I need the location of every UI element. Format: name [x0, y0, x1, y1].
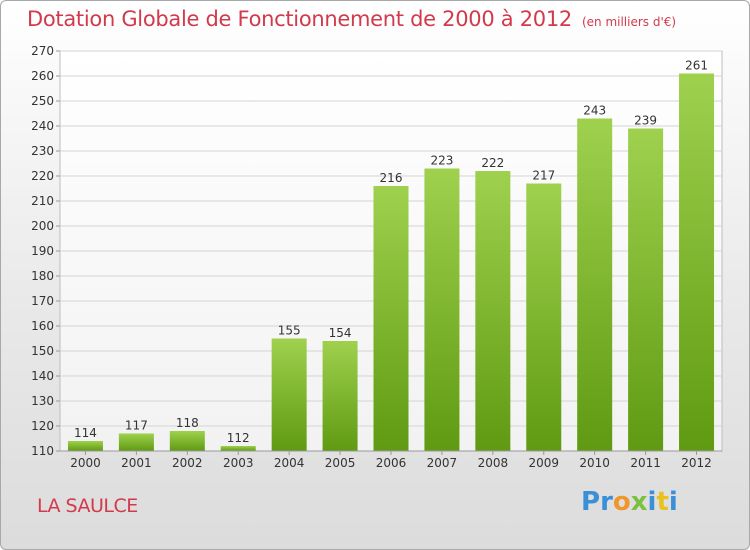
x-tick-label: 2011 [630, 456, 661, 470]
data-label: 216 [380, 171, 403, 185]
data-label: 114 [74, 426, 97, 440]
bar [373, 186, 409, 451]
x-tick-label: 2003 [223, 456, 254, 470]
bar [475, 171, 511, 451]
x-tick-label: 2002 [172, 456, 203, 470]
chart-title: Dotation Globale de Fonctionnement de 20… [27, 7, 676, 31]
data-label: 112 [227, 431, 250, 445]
x-tick-label: 2001 [121, 456, 152, 470]
bar [271, 338, 307, 451]
x-tick-label: 2009 [528, 456, 559, 470]
bar [526, 183, 562, 451]
logo-letter: x [630, 487, 648, 517]
y-tick-label: 150 [31, 344, 54, 358]
bar [118, 433, 154, 451]
y-tick-label: 130 [31, 394, 54, 408]
bar [424, 168, 460, 451]
data-label: 118 [176, 416, 199, 430]
logo-letter: i [647, 487, 657, 517]
bar [679, 73, 715, 451]
bar [322, 341, 358, 451]
data-label: 243 [583, 104, 606, 118]
x-tick-label: 2005 [325, 456, 356, 470]
bar [169, 431, 205, 451]
proxiti-logo: Proxiti [581, 487, 678, 517]
y-tick-label: 270 [31, 44, 54, 58]
x-tick-label: 2010 [579, 456, 610, 470]
x-tick-label: 2007 [427, 456, 458, 470]
x-tick-label: 2006 [376, 456, 407, 470]
data-label: 217 [532, 169, 555, 183]
y-tick-label: 250 [31, 94, 54, 108]
y-tick-label: 160 [31, 319, 54, 333]
y-tick-label: 180 [31, 269, 54, 283]
x-tick-label: 2008 [478, 456, 509, 470]
logo-letter: o [612, 487, 631, 517]
data-label: 261 [685, 59, 708, 73]
chart-title-text: Dotation Globale de Fonctionnement de 20… [27, 7, 572, 31]
y-tick-label: 200 [31, 219, 54, 233]
x-tick-label: 2012 [681, 456, 712, 470]
y-tick-label: 220 [31, 169, 54, 183]
bar [67, 441, 103, 451]
logo-letter: P [581, 487, 601, 517]
y-tick-label: 230 [31, 144, 54, 158]
bar [628, 128, 664, 451]
y-tick-label: 210 [31, 194, 54, 208]
x-tick-label: 2000 [70, 456, 101, 470]
data-label: 154 [329, 326, 352, 340]
y-tick-label: 260 [31, 69, 54, 83]
logo-letter: i [668, 487, 678, 517]
data-label: 223 [430, 154, 453, 168]
y-tick-label: 190 [31, 244, 54, 258]
data-label: 239 [634, 114, 657, 128]
data-label: 155 [278, 324, 301, 338]
data-label: 222 [481, 156, 504, 170]
y-tick-label: 110 [31, 444, 54, 458]
unit-note: (en milliers d'€) [581, 15, 677, 29]
data-label: 117 [125, 419, 148, 433]
bar [220, 446, 256, 451]
y-tick-label: 140 [31, 369, 54, 383]
x-tick-label: 2004 [274, 456, 305, 470]
place-name: LA SAULCE [37, 495, 138, 517]
bar [577, 118, 613, 451]
y-tick-label: 240 [31, 119, 54, 133]
logo-letter: t [656, 487, 669, 517]
y-tick-label: 170 [31, 294, 54, 308]
y-tick-label: 120 [31, 419, 54, 433]
logo-letter: r [600, 487, 613, 517]
